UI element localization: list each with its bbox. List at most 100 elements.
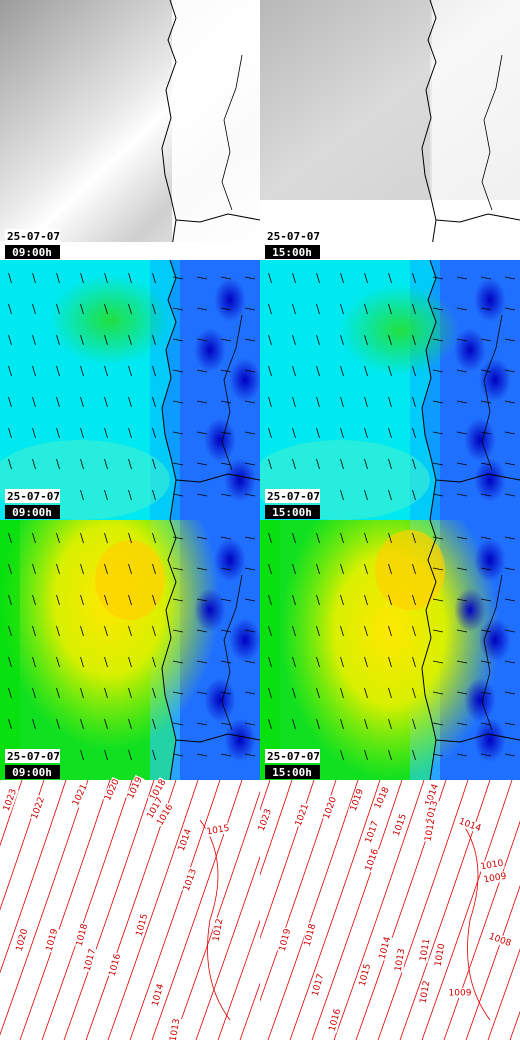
wind-arrow	[196, 462, 208, 466]
wind-arrow	[340, 625, 344, 637]
wind-arrow	[196, 276, 208, 280]
wind-blob	[280, 520, 500, 780]
wind-arrow	[480, 276, 492, 280]
label-bg	[457, 816, 483, 834]
border	[175, 473, 260, 483]
border	[175, 733, 260, 743]
wind-arrow	[432, 431, 444, 435]
wind-arrow	[8, 718, 12, 730]
wind-arrow	[388, 625, 392, 637]
isobar-line	[333, 780, 425, 1040]
wind-arrow	[292, 458, 296, 470]
label-band	[0, 242, 260, 260]
wind-arrow	[388, 334, 392, 346]
wind-arrow	[388, 656, 392, 668]
wind-arrow	[104, 656, 108, 668]
wind-arrow	[244, 691, 256, 695]
wind-arrow	[480, 493, 492, 497]
label-bg	[144, 795, 166, 821]
wind-arrow	[456, 400, 468, 404]
wind-arrow	[8, 334, 12, 346]
wind-arrow	[104, 687, 108, 699]
wind-arrow	[56, 625, 60, 637]
wind-arrow	[128, 458, 132, 470]
wind-arrow	[364, 427, 368, 439]
label-bg	[74, 922, 90, 948]
isobar-line	[311, 780, 403, 1040]
wind-arrow	[196, 307, 208, 311]
label-bg	[44, 927, 60, 953]
wind-arrow	[432, 722, 444, 726]
date-box	[5, 749, 60, 763]
label-bg	[357, 962, 373, 988]
wind-arrow	[412, 272, 416, 284]
coastline	[161, 260, 177, 520]
wind-arrow	[456, 338, 468, 342]
wind-arrow	[292, 718, 296, 730]
wind-arrow	[128, 625, 132, 637]
isobar-line	[0, 780, 67, 974]
wind-arrow	[128, 532, 132, 544]
wind-arrow	[128, 687, 132, 699]
date-box	[5, 229, 60, 243]
isobar-line	[217, 919, 260, 1040]
wind-arrow	[456, 660, 468, 664]
strong-wind	[454, 588, 486, 632]
label-bg	[277, 927, 293, 953]
wind-arrow	[152, 303, 156, 315]
border	[221, 54, 243, 211]
wind-arrow	[340, 656, 344, 668]
wind-arrow	[196, 629, 208, 633]
wind-arrow	[432, 462, 444, 466]
label-bg	[1, 787, 19, 813]
wind-arrow	[56, 365, 60, 377]
wind-arrow	[316, 334, 320, 346]
coastline	[161, 0, 177, 260]
wind-arrow	[292, 656, 296, 668]
wind-blob	[95, 540, 165, 620]
strong-wind	[474, 458, 506, 502]
label-bg	[302, 922, 318, 948]
wind-arrow	[412, 594, 416, 606]
wind-arrow	[32, 334, 36, 346]
label-bg	[372, 785, 392, 811]
isobar-line	[421, 780, 513, 1040]
isobar-line	[19, 780, 111, 1040]
wind-arrow	[364, 272, 368, 284]
wind-arrow	[340, 458, 344, 470]
isobar-line	[487, 948, 520, 1040]
wind-arrow	[316, 396, 320, 408]
wind-arrow	[104, 718, 108, 730]
wind-arrow	[80, 718, 84, 730]
wind-arrow	[432, 567, 444, 571]
wind-arrow	[268, 656, 272, 668]
wind-arrow	[412, 656, 416, 668]
wind-arrow	[80, 365, 84, 377]
wind-arrow	[432, 307, 444, 311]
wind-arrow	[340, 687, 344, 699]
wind-arrow	[32, 458, 36, 470]
wind-arrow	[456, 462, 468, 466]
wind-arrow	[196, 536, 208, 540]
label-bg	[392, 947, 408, 973]
wind-arrow	[316, 272, 320, 284]
wind-arrow	[128, 334, 132, 346]
strong-wind	[214, 538, 246, 582]
date-label: 25-07-07	[7, 230, 60, 243]
wind-arrow	[128, 303, 132, 315]
wind-arrow	[32, 687, 36, 699]
wind-arrow	[316, 427, 320, 439]
wind-arrow	[172, 691, 184, 695]
strong-wind	[214, 278, 246, 322]
wind-arrow	[220, 462, 232, 466]
wind-arrow	[32, 427, 36, 439]
wind-arrow	[292, 532, 296, 544]
isobar-line	[0, 780, 23, 847]
wind-arrow	[432, 369, 444, 373]
wind-arrow	[8, 656, 12, 668]
border	[221, 314, 243, 471]
coastline	[421, 260, 437, 520]
wind-arrow	[456, 598, 468, 602]
label-bg	[293, 802, 311, 828]
